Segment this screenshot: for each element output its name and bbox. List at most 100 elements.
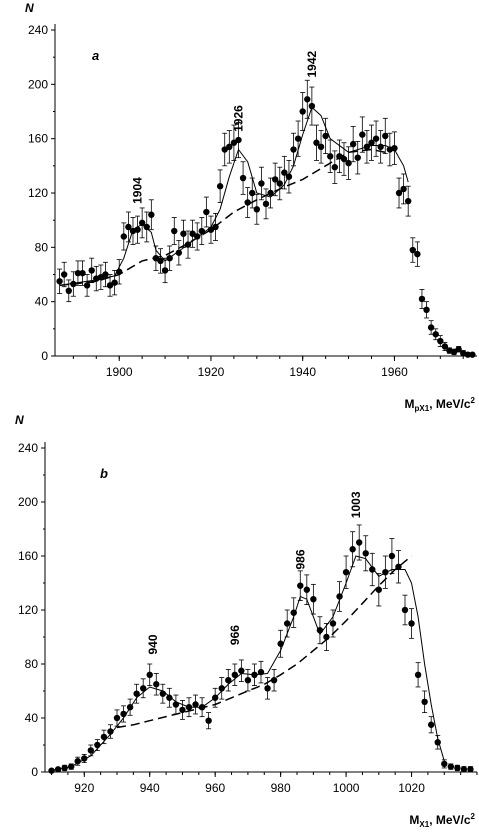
- data-point: [329, 609, 337, 638]
- data-point: [244, 669, 252, 692]
- data-marker: [359, 131, 366, 138]
- data-marker: [454, 764, 461, 772]
- data-point: [120, 705, 127, 723]
- data-marker: [231, 671, 239, 678]
- data-point: [244, 187, 251, 218]
- data-point: [401, 594, 409, 626]
- data-marker: [138, 219, 146, 227]
- data-point: [231, 663, 239, 686]
- data-point: [277, 629, 284, 658]
- data-marker: [362, 550, 369, 557]
- data-marker: [297, 582, 304, 589]
- data-point: [198, 697, 206, 718]
- data-point: [235, 121, 242, 159]
- data-marker: [120, 233, 128, 240]
- y-axis-label: N: [15, 413, 24, 427]
- data-point: [375, 573, 383, 607]
- data-marker: [94, 741, 101, 749]
- data-marker: [65, 287, 72, 294]
- background-fit-dashed: [116, 555, 412, 729]
- data-marker: [469, 351, 476, 358]
- data-marker: [414, 250, 421, 258]
- data-marker: [257, 668, 265, 676]
- data-marker: [271, 176, 279, 183]
- data-marker: [368, 139, 375, 146]
- data-point: [447, 763, 455, 770]
- data-marker: [218, 685, 225, 692]
- data-marker: [369, 566, 376, 573]
- x-tick-label: 960: [205, 781, 225, 795]
- data-point: [327, 139, 334, 174]
- data-marker: [67, 763, 75, 770]
- data-point: [336, 581, 343, 612]
- data-marker: [434, 739, 441, 746]
- data-point: [313, 124, 320, 161]
- data-marker: [198, 704, 206, 711]
- data-point: [74, 260, 82, 286]
- peak-label: 1942: [305, 50, 319, 77]
- data-marker: [161, 267, 169, 274]
- data-marker: [74, 758, 81, 765]
- data-point: [368, 124, 375, 161]
- data-marker: [427, 721, 435, 728]
- data-point: [258, 166, 265, 201]
- data-point: [148, 199, 155, 231]
- data-point: [434, 735, 441, 750]
- data-point: [441, 342, 449, 351]
- data-point: [331, 150, 339, 184]
- data-point: [126, 698, 134, 716]
- data-marker: [120, 710, 127, 718]
- data-point: [193, 222, 201, 251]
- data-point: [218, 677, 225, 700]
- data-marker: [336, 593, 343, 600]
- data-marker: [107, 728, 114, 735]
- data-marker: [421, 698, 428, 705]
- data-marker: [146, 671, 153, 678]
- data-marker: [388, 552, 396, 560]
- data-marker: [153, 681, 160, 688]
- x-tick-label: 1940: [289, 365, 316, 379]
- data-marker: [401, 606, 409, 614]
- y-tick-label: 200: [18, 495, 38, 509]
- data-marker: [249, 189, 256, 197]
- panel-b: 0 40 80 120 160 200 240 920 940 960 980 1000 1020 Nb M…: [15, 413, 478, 829]
- data-point: [226, 130, 233, 164]
- data-point: [87, 744, 95, 757]
- data-marker: [70, 280, 77, 288]
- y-tick-label: 0: [41, 349, 48, 363]
- data-marker: [276, 180, 283, 187]
- data-point: [111, 270, 118, 296]
- data-marker: [225, 677, 232, 684]
- x-tick-label: 1020: [398, 781, 425, 795]
- data-point: [171, 217, 178, 246]
- data-point: [349, 126, 357, 163]
- data-marker: [323, 633, 330, 641]
- data-point: [395, 550, 402, 584]
- y-tick-label: 160: [18, 549, 38, 563]
- data-point: [283, 609, 291, 638]
- data-point: [322, 117, 329, 155]
- data-marker: [87, 747, 95, 754]
- data-point: [469, 351, 476, 358]
- data-point: [56, 268, 63, 294]
- panel-a: 0 40 80 120 160 200 240 1900 1920 1940 1960 Na MpX1,…: [25, 1, 477, 413]
- data-point: [391, 131, 398, 165]
- y-tick-label: 80: [35, 240, 49, 254]
- data-marker: [322, 132, 329, 140]
- data-point: [276, 166, 283, 201]
- data-point: [441, 759, 448, 769]
- data-marker: [258, 180, 265, 187]
- data-point: [65, 279, 72, 303]
- data-point: [372, 120, 380, 157]
- data-marker: [418, 295, 426, 303]
- data-point: [230, 124, 238, 161]
- x-tick-label: 980: [271, 781, 291, 795]
- data-marker: [166, 694, 173, 701]
- data-point: [355, 524, 363, 561]
- data-marker: [203, 208, 210, 216]
- data-point: [285, 159, 293, 194]
- data-point: [238, 659, 245, 682]
- data-marker: [342, 569, 350, 576]
- data-point: [185, 697, 193, 718]
